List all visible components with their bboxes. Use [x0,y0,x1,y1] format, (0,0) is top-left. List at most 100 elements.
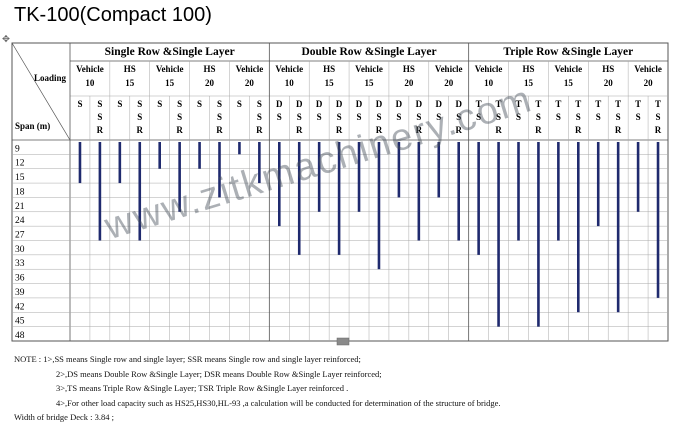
code-letter: R [216,125,223,135]
note-3: 3>,TS means Triple Row &Single Layer; TS… [56,383,349,393]
code-letter: R [495,125,502,135]
code-letter: S [97,112,102,122]
code-letter: R [176,125,183,135]
load-value: 20 [245,78,255,88]
code-letter: R [256,125,263,135]
note-2: 2>,DS means Double Row &Single Layer; DS… [56,368,382,379]
span-label: 27 [15,231,25,241]
code-letter: S [217,112,222,122]
code-letter: T [655,99,661,109]
code-letter: R [137,125,144,135]
span-label: 15 [15,173,25,183]
load-label: Vehicle [275,64,303,74]
code-letter: S [357,112,362,122]
code-letter: T [476,99,482,109]
span-label: 45 [15,317,25,327]
code-letter: T [615,99,621,109]
span-label: 36 [15,274,25,284]
load-label: HS [403,64,415,74]
page-title: TK-100(Compact 100) [14,4,212,26]
load-label: HS [522,64,534,74]
code-letter: D [455,99,462,109]
load-value: 15 [564,78,574,88]
code-letter: R [376,125,383,135]
code-letter: S [177,112,182,122]
code-letter: S [257,99,262,109]
load-label: Vehicle [634,64,662,74]
code-letter: S [436,112,441,122]
span-label: 9 [15,144,20,154]
handle-icon [336,337,350,346]
code-letter: S [337,112,342,122]
note-1: NOTE : 1>,SS means Single row and single… [14,354,361,364]
load-value: 10 [484,78,494,88]
code-letter: S [317,112,322,122]
load-value: 15 [325,78,335,88]
code-letter: S [137,99,142,109]
code-letter: S [217,99,222,109]
code-letter: S [257,112,262,122]
load-value: 20 [444,78,454,88]
load-label: HS [204,64,216,74]
code-letter: R [535,125,542,135]
span-axis-label: Span (m) [15,121,50,131]
code-letter: D [436,99,443,109]
load-value: 15 [165,78,175,88]
code-letter: S [576,112,581,122]
load-label: HS [602,64,614,74]
load-value: 20 [604,78,614,88]
code-letter: S [636,112,641,122]
note-4: 4>,For other load capacity such as HS25,… [56,397,501,408]
code-letter: D [356,99,363,109]
code-letter: S [177,99,182,109]
code-letter: S [476,112,481,122]
code-letter: S [456,112,461,122]
code-letter: S [656,112,661,122]
load-label: Vehicle [355,64,383,74]
header-diagonal [11,42,71,141]
code-letter: S [77,99,82,109]
code-letter: R [336,125,343,135]
code-letter: T [555,99,561,109]
code-letter: S [536,112,541,122]
move-icon: ✥ [2,34,10,45]
code-letter: S [157,99,162,109]
code-letter: S [277,112,282,122]
deck-width: Width of bridge Deck : 3.84 ; [14,412,114,422]
loading-label: Loading [34,73,67,83]
load-value: 15 [524,78,534,88]
load-value: 15 [365,78,375,88]
code-letter: R [655,125,662,135]
code-letter: S [376,112,381,122]
span-label: 18 [15,187,25,197]
load-value: 10 [85,78,95,88]
code-letter: D [276,99,283,109]
code-letter: T [535,99,541,109]
load-label: HS [124,64,136,74]
span-label: 42 [15,302,25,312]
code-letter: D [296,99,303,109]
code-letter: D [396,99,403,109]
code-letter: R [416,125,423,135]
span-label: 39 [15,288,25,298]
code-letter: T [515,99,521,109]
code-letter: R [575,125,582,135]
group-title: Triple Row &Single Layer [503,46,633,58]
code-letter: S [496,112,501,122]
code-letter: S [556,112,561,122]
load-value: 20 [644,78,654,88]
code-letter: D [316,99,323,109]
code-letter: T [575,99,581,109]
load-value: 20 [404,78,414,88]
code-letter: S [197,99,202,109]
code-letter: S [396,112,401,122]
code-letter: R [455,125,462,135]
load-label: Vehicle [554,64,582,74]
span-label: 24 [15,216,25,226]
code-letter: S [516,112,521,122]
code-letter: T [496,99,502,109]
code-letter: S [596,112,601,122]
code-letter: S [416,112,421,122]
load-label: Vehicle [435,64,463,74]
group-title: Single Row &Single Layer [105,46,235,58]
